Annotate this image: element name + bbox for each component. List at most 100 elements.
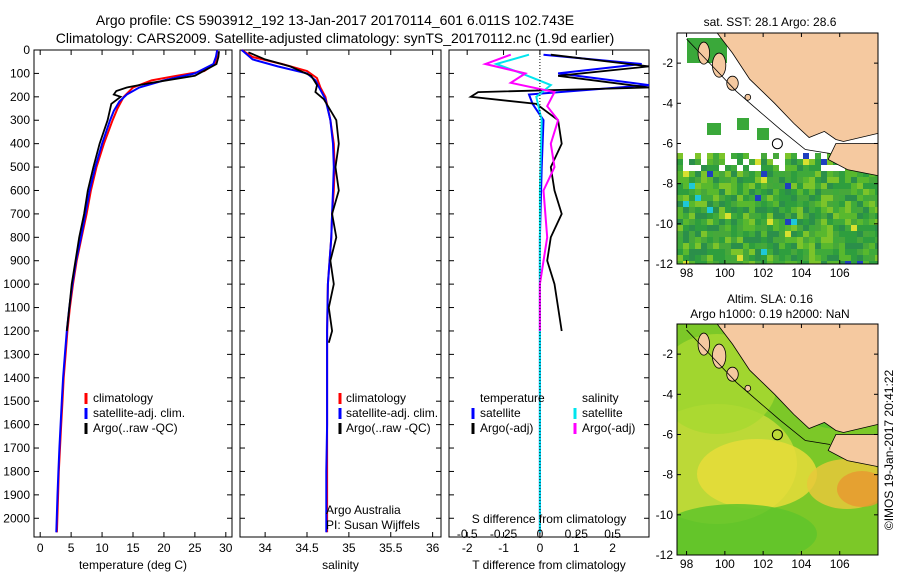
sst-cell	[749, 213, 755, 219]
sst-cell	[767, 201, 773, 207]
sst-cell	[809, 207, 815, 213]
sst-cell	[863, 255, 869, 261]
sst-cell	[767, 207, 773, 213]
sst-cell	[803, 225, 809, 231]
sst-cell	[827, 159, 833, 165]
sst-cell	[749, 237, 755, 243]
sst-cell	[821, 201, 827, 207]
x-tick-label: 100	[715, 266, 735, 280]
sst-cell	[791, 153, 797, 159]
sst-cell	[719, 249, 725, 255]
sst-cell	[833, 225, 839, 231]
sst-cell	[815, 249, 821, 255]
island	[697, 41, 710, 65]
sst-cell	[731, 153, 737, 159]
sst-cell	[755, 183, 761, 189]
sst-cell	[803, 153, 809, 159]
sst-cell	[851, 261, 857, 264]
sst-cell	[695, 213, 701, 219]
sst-cell	[785, 201, 791, 207]
y-tick-label: -12	[656, 257, 674, 271]
sst-cell	[677, 171, 683, 177]
sst-cell	[773, 231, 779, 237]
sst-cell	[767, 213, 773, 219]
sst-cell	[761, 237, 767, 243]
sst-cell	[863, 171, 869, 177]
sst-cell	[713, 195, 719, 201]
sst-cell	[677, 195, 683, 201]
sst-cell	[725, 183, 731, 189]
x-tick-label-top: 0.25	[565, 527, 589, 541]
sst-cell	[785, 255, 791, 261]
sst-cell	[707, 183, 713, 189]
sst-cell	[803, 255, 809, 261]
x-axis-label: T difference from climatology	[472, 558, 626, 572]
sst-cell	[701, 189, 707, 195]
sst-cell	[773, 177, 779, 183]
sst-cell	[833, 201, 839, 207]
sst-cell	[803, 159, 809, 165]
salinity-frame	[239, 49, 442, 538]
sst-cell	[719, 261, 725, 264]
sst-cell	[875, 237, 878, 243]
sst-cell	[707, 165, 713, 171]
x-tick-label: 5	[68, 541, 75, 555]
sst-cell	[719, 237, 725, 243]
sst-cell	[851, 255, 857, 261]
sst-cell	[713, 219, 719, 225]
sst-cell	[725, 219, 731, 225]
sst-cell	[797, 225, 803, 231]
sst-cell	[755, 231, 761, 237]
island	[697, 332, 710, 356]
sst-cell	[845, 243, 851, 249]
sst-cell	[815, 189, 821, 195]
sst-cell	[833, 237, 839, 243]
sst-cell	[749, 171, 755, 177]
sst-cell	[785, 219, 791, 225]
sst-cell	[827, 171, 833, 177]
sst-cell	[749, 225, 755, 231]
sst-cell	[821, 255, 827, 261]
map-title-line2: Argo h1000: 0.19 h2000: NaN	[690, 307, 849, 321]
sst-cell	[773, 189, 779, 195]
sst-cell	[803, 189, 809, 195]
sst-cell	[707, 195, 713, 201]
sst-cell	[797, 189, 803, 195]
sst-cell	[731, 213, 737, 219]
sst-cell	[695, 237, 701, 243]
sst-cell	[821, 243, 827, 249]
sst-cell	[683, 183, 689, 189]
land-java	[827, 434, 878, 468]
sst-cell	[755, 261, 761, 264]
sst-cell	[689, 261, 695, 264]
sst-cell	[731, 231, 737, 237]
sst-cell	[755, 159, 761, 165]
sst-cell	[839, 219, 845, 225]
sst-cell	[785, 231, 791, 237]
land-sumatra	[690, 33, 878, 142]
sst-cell	[827, 183, 833, 189]
sst-cell	[695, 171, 701, 177]
sst-cell	[839, 189, 845, 195]
sst-cell	[737, 213, 743, 219]
sst-cell	[755, 213, 761, 219]
sst-cell	[851, 207, 857, 213]
sst-cell	[689, 255, 695, 261]
sst-cell	[815, 237, 821, 243]
sst-cell	[749, 195, 755, 201]
sst-cell	[803, 213, 809, 219]
island	[712, 343, 727, 369]
sst-cell	[821, 171, 827, 177]
sst-cell	[857, 177, 863, 183]
temperature-panel: 0 5 10 15 20 25 300100200300400500600700800900…	[3, 43, 233, 572]
sst-cell	[851, 213, 857, 219]
sst-cell	[719, 243, 725, 249]
sst-cell	[743, 243, 749, 249]
sst-cell	[725, 243, 731, 249]
sst-cell	[845, 207, 851, 213]
sst-cell	[785, 261, 791, 264]
sst-cell	[731, 165, 737, 171]
sst-cell	[695, 201, 701, 207]
sst-cell	[767, 159, 773, 165]
sst-cell	[707, 255, 713, 261]
